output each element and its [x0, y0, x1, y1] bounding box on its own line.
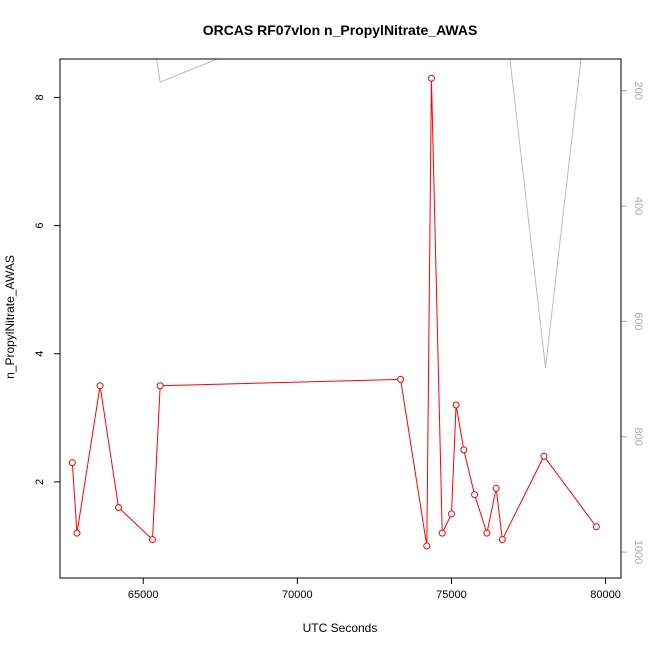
y2-tick-label: 600 — [632, 312, 644, 330]
data-point — [498, 536, 506, 544]
data-point — [156, 382, 164, 390]
y2-tick-label: 400 — [632, 197, 644, 215]
x-tick-label: 75000 — [436, 589, 467, 601]
data-point — [423, 542, 431, 550]
data-point — [492, 484, 500, 492]
y-tick-label: 4 — [34, 351, 46, 357]
x-tick-label: 70000 — [282, 589, 313, 601]
data-point — [447, 510, 455, 518]
plot-frame — [59, 58, 622, 579]
data-point — [96, 382, 104, 390]
x-axis-label: UTC Seconds — [303, 621, 378, 635]
data-point — [483, 529, 491, 537]
data-point — [148, 536, 156, 544]
data-point — [397, 375, 405, 383]
chart-title: ORCAS RF07vlon n_PropylNitrate_AWAS — [203, 22, 478, 38]
secondary-line-b — [509, 59, 582, 368]
y-tick-label: 6 — [34, 223, 46, 229]
x-tick-label: 80000 — [590, 589, 621, 601]
axes: 65000 70000 75000 80000 2 4 6 8 200 400 600 800 1000 — [34, 82, 644, 601]
data-point — [540, 452, 548, 460]
data-point — [471, 491, 479, 499]
x-tick-label: 65000 — [128, 589, 159, 601]
y-tick-label: 2 — [34, 479, 46, 485]
data-point — [115, 504, 123, 512]
data-point — [438, 529, 446, 537]
data-point — [73, 529, 81, 537]
data-point — [427, 74, 435, 82]
primary-series — [68, 74, 600, 550]
y-axis-label: n_PropylNitrate_AWAS — [3, 255, 17, 379]
data-point — [460, 446, 468, 454]
y2-tick-label: 200 — [632, 82, 644, 100]
data-point — [452, 401, 460, 409]
y-tick-label: 8 — [34, 94, 46, 100]
secondary-line-a — [156, 59, 575, 83]
primary-line — [71, 78, 597, 547]
y2-tick-label: 800 — [632, 428, 644, 446]
y2-tick-label: 1000 — [632, 540, 644, 564]
data-point — [592, 523, 600, 531]
data-point — [68, 459, 76, 467]
secondary-series — [156, 59, 582, 368]
